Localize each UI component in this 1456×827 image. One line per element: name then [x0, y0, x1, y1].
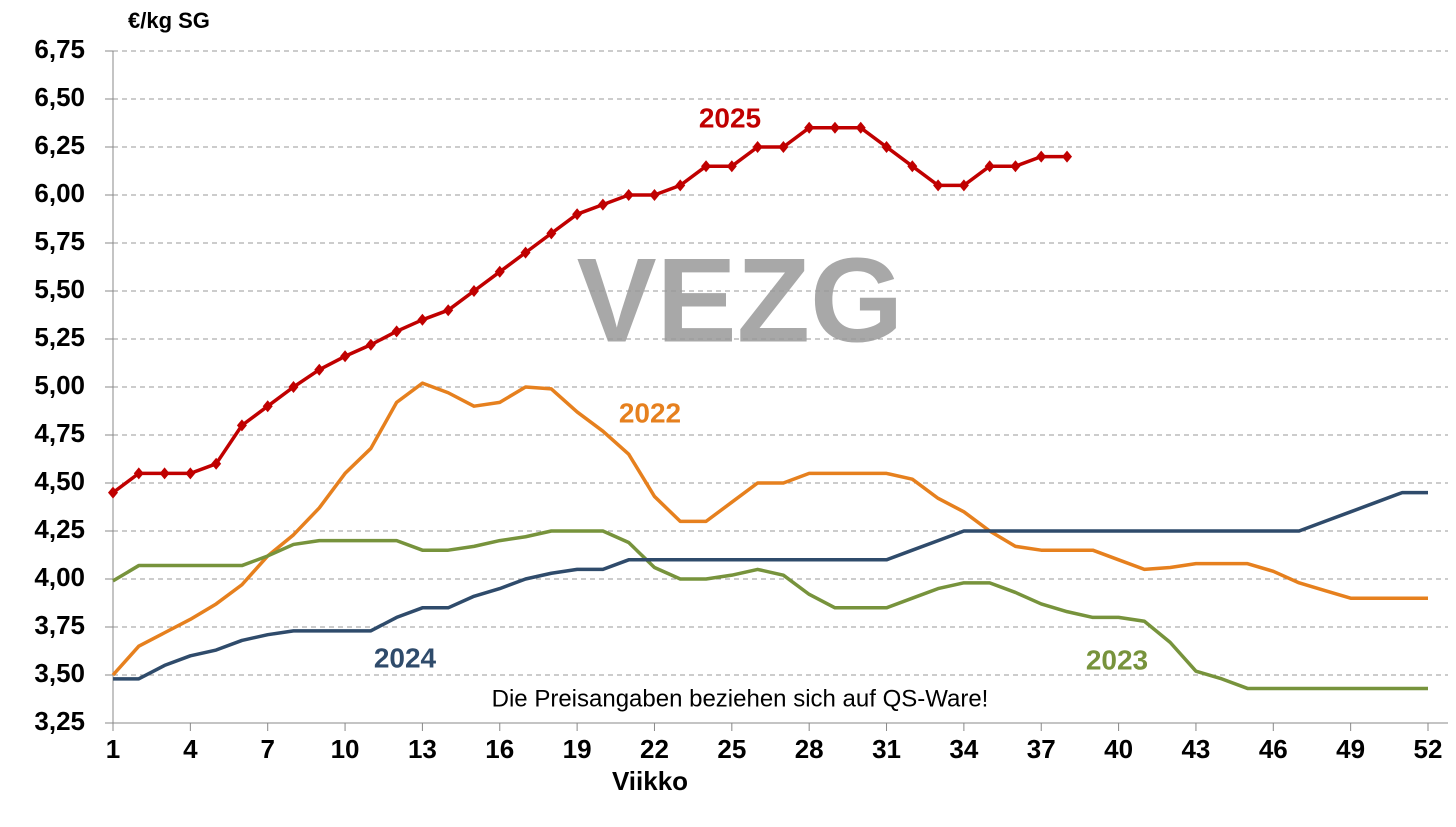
x-tick-label: 16	[485, 734, 514, 764]
marker	[649, 189, 659, 201]
y-tick-label: 5,00	[34, 370, 85, 400]
y-tick-label: 3,50	[34, 658, 85, 688]
y-tick-label: 6,25	[34, 130, 85, 160]
y-tick-label: 4,75	[34, 418, 85, 448]
y-tick-label: 5,75	[34, 226, 85, 256]
x-tick-label: 13	[408, 734, 437, 764]
marker	[366, 339, 376, 351]
y-tick-label: 3,25	[34, 706, 85, 736]
y-tick-label: 4,50	[34, 466, 85, 496]
chart: €/kg SG Viikko VEZG Die Preisangaben bez…	[0, 0, 1456, 827]
x-tick-label: 7	[260, 734, 274, 764]
marker	[417, 314, 427, 326]
series-label: 2023	[1086, 644, 1148, 675]
y-tick-label: 4,25	[34, 514, 85, 544]
series-label: 2025	[699, 102, 761, 133]
marker	[598, 199, 608, 211]
y-tick-label: 3,75	[34, 610, 85, 640]
marker	[1036, 151, 1046, 163]
note: Die Preisangaben beziehen sich auf QS-Wa…	[492, 685, 989, 712]
marker	[340, 350, 350, 362]
series-line	[113, 531, 1428, 688]
marker	[160, 467, 170, 479]
x-tick-label: 34	[949, 734, 978, 764]
x-tick-label: 49	[1336, 734, 1365, 764]
marker	[830, 122, 840, 134]
series-label: 2022	[619, 397, 681, 428]
series-label: 2024	[374, 642, 437, 673]
x-tick-label: 25	[717, 734, 746, 764]
x-tick-label: 46	[1259, 734, 1288, 764]
marker	[1062, 151, 1072, 163]
y-tick-label: 5,50	[34, 274, 85, 304]
marker	[1010, 160, 1020, 172]
x-tick-label: 28	[795, 734, 824, 764]
y-tick-label: 5,25	[34, 322, 85, 352]
y-tick-label: 6,00	[34, 178, 85, 208]
x-tick-label: 22	[640, 734, 669, 764]
x-tick-label: 31	[872, 734, 901, 764]
y-axis-label: €/kg SG	[128, 8, 210, 33]
watermark: VEZG	[577, 234, 904, 368]
y-tick-label: 6,75	[34, 34, 85, 64]
x-tick-label: 37	[1027, 734, 1056, 764]
x-tick-label: 40	[1104, 734, 1133, 764]
x-tick-label: 4	[183, 734, 198, 764]
marker	[185, 467, 195, 479]
marker	[624, 189, 634, 201]
marker	[392, 325, 402, 337]
x-tick-label: 52	[1414, 734, 1443, 764]
x-tick-label: 43	[1181, 734, 1210, 764]
series-line	[113, 493, 1428, 679]
y-tick-label: 4,00	[34, 562, 85, 592]
x-tick-label: 10	[331, 734, 360, 764]
x-tick-label: 19	[563, 734, 592, 764]
x-tick-label: 1	[106, 734, 120, 764]
x-axis-label: Viikko	[612, 766, 688, 796]
y-tick-label: 6,50	[34, 82, 85, 112]
